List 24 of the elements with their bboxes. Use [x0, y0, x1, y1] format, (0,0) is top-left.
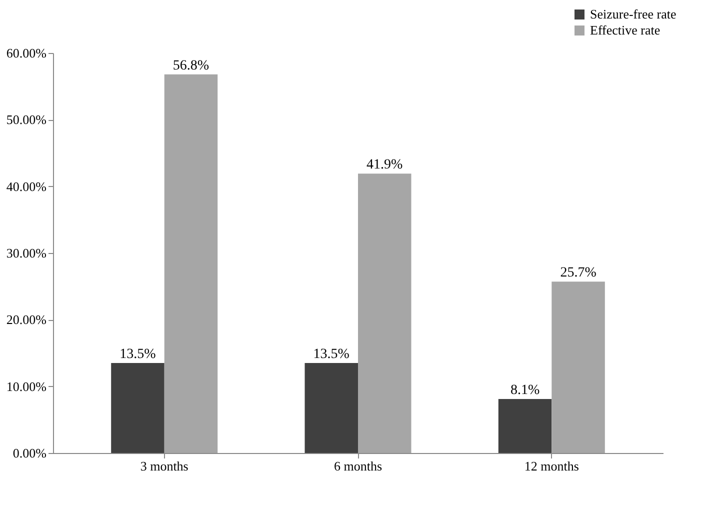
y-tick-label: 40.00%: [6, 178, 47, 194]
bar: [358, 174, 412, 453]
bar: [498, 399, 552, 453]
data-label: 25.7%: [560, 266, 597, 281]
y-tick-label: 10.00%: [6, 378, 47, 394]
bar: [111, 363, 164, 453]
y-tick-label: 30.00%: [6, 246, 47, 260]
data-label: 8.1%: [510, 383, 540, 398]
y-tick-label: 0.00%: [12, 446, 47, 460]
bar: [304, 363, 358, 453]
legend-label: Seizure-free rate: [590, 6, 676, 22]
bar: [164, 74, 218, 453]
legend-label: Effective rate: [590, 22, 660, 38]
bar: [552, 282, 605, 453]
data-label: 56.8%: [172, 58, 210, 74]
data-label: 41.9%: [366, 158, 404, 173]
y-tick-label: 20.00%: [6, 312, 47, 328]
data-label: 13.5%: [313, 347, 350, 362]
x-tick-label: 3 months: [140, 458, 188, 474]
data-label: 13.5%: [120, 347, 156, 362]
y-tick-label: 60.00%: [6, 46, 47, 60]
x-tick-label: 12 months: [524, 458, 579, 474]
y-tick-label: 50.00%: [6, 112, 47, 128]
x-tick-label: 6 months: [334, 458, 382, 474]
